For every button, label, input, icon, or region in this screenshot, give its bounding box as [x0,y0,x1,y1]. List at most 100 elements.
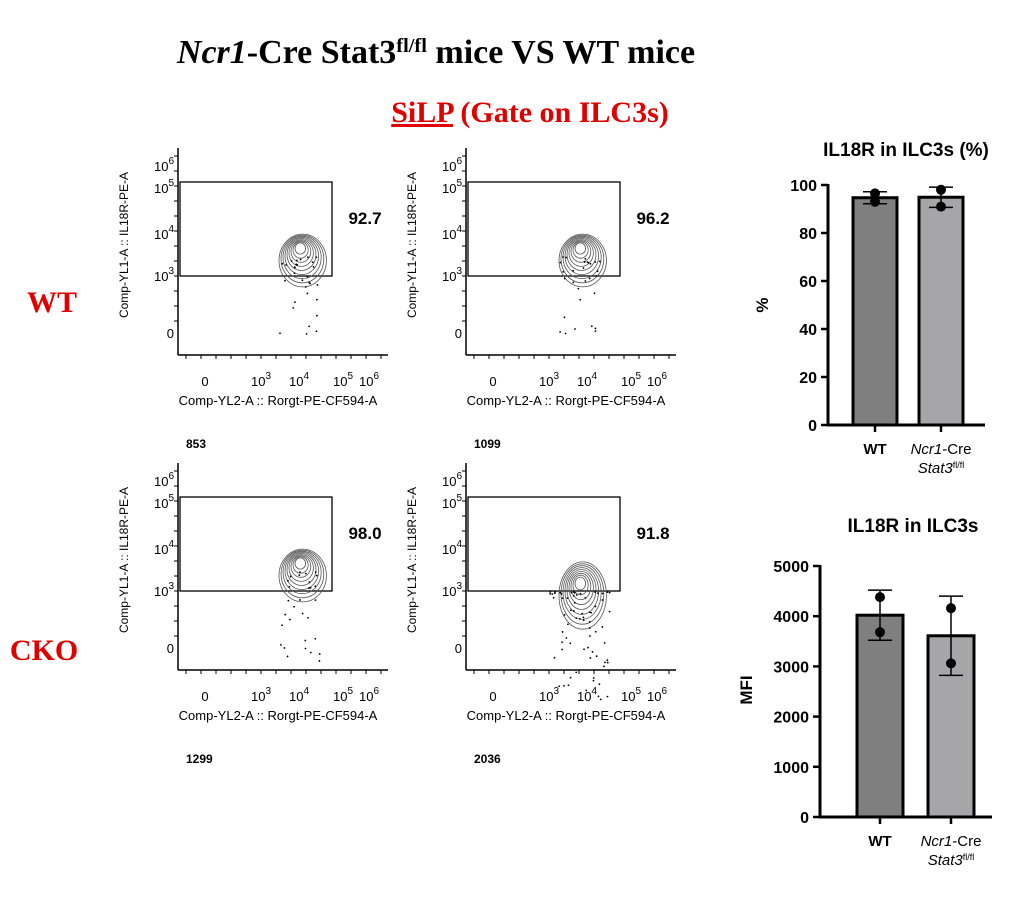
contour [564,236,599,275]
event-dot [563,685,565,687]
tick-base: 0 [455,641,462,656]
text-part: Ncr1 [921,833,953,850]
event-dot [316,298,318,301]
x-tick-label: WT [868,833,891,850]
tick-label: 104 [154,539,174,557]
tick-base: 10 [442,159,456,174]
tick-label: 106 [647,371,667,389]
tick-label: 0 [201,689,208,704]
event-dot [551,593,554,595]
event-dot [597,695,600,698]
event-dot [308,325,311,328]
tick-base: 10 [442,474,456,489]
event-dot [301,279,304,282]
event-dot [314,571,317,574]
event-dot [314,637,317,640]
tick-label: 105 [621,686,641,704]
gate-percent: 96.2 [636,209,669,228]
event-dot [307,616,309,619]
event-dot [589,635,591,637]
contour [292,241,309,259]
text-part: mice VS WT mice [427,34,695,71]
event-dot [578,618,581,620]
event-dot [594,591,596,593]
contour [282,550,322,595]
tick-label: 103 [539,371,559,389]
tick-label: 0 [489,689,496,704]
event-dot [552,596,555,599]
event-dot [312,266,315,268]
bar [855,613,905,819]
y-axis-label: MFI [737,675,756,704]
contour [568,239,594,267]
event-dot [588,627,591,629]
tick-exp: 4 [168,539,174,550]
tick-base: 10 [442,269,456,284]
event-dot [558,685,561,688]
tick-base: 10 [442,542,456,557]
tick-base: 10 [359,374,373,389]
tick-base: 10 [251,374,265,389]
event-dot [553,656,556,659]
text-part: Stat3 [928,852,964,869]
text-part: -Cre [952,833,981,850]
event-dot [563,277,566,280]
tick-exp: 4 [591,371,597,382]
tick-exp: 3 [265,686,271,697]
event-dot [573,601,576,604]
tick-label: 0 [167,641,174,656]
row-label: CKO [10,634,78,667]
event-dot [315,256,318,259]
event-dot [566,597,569,600]
event-dot [594,327,597,330]
text-part: WT [863,441,886,458]
event-dot [294,301,296,304]
event-dot [586,261,589,264]
tick-label: 103 [442,581,462,599]
tick-exp: 5 [635,371,641,382]
event-dot [569,609,572,612]
event-dot [594,630,597,633]
tick-base: 0 [489,374,496,389]
event-dot [588,621,591,623]
tick-base: 10 [577,374,591,389]
tick-label: 105 [621,371,641,389]
event-dot [596,270,599,273]
event-dot [287,579,289,582]
tick-exp: 6 [456,471,462,482]
event-dot [284,279,286,282]
event-dot [582,267,585,269]
contour [280,234,325,284]
event-dot [311,261,314,264]
y-axis-label: Comp-YL1-A :: IL18R-PE-A [117,487,131,633]
event-dot [570,591,573,594]
contour [574,242,587,255]
x-axis-label: Comp-YL2-A :: Rorgt-PE-CF594-A [467,393,666,408]
event-dot [561,648,564,651]
event-dot [279,644,282,646]
event-dot [563,614,566,616]
contour [282,235,322,280]
event-dot [588,277,591,280]
event-dot [295,259,298,262]
y-tick-label: 20 [799,370,817,387]
event-dot [584,280,587,282]
event-dot [601,626,604,628]
event-dot [304,572,307,575]
event-dot [315,330,318,333]
tick-label: 105 [333,371,353,389]
event-dot [572,594,575,597]
data-point [875,627,885,638]
tick-label: 106 [359,371,379,389]
event-dot [293,266,296,269]
event-dot [598,683,601,686]
event-count: 2036 [474,752,501,766]
event-dot [604,661,606,664]
tick-exp: 6 [661,371,667,382]
event-dot [288,585,291,588]
tick-base: 10 [442,227,456,242]
tick-exp: 3 [168,581,174,592]
event-dot [589,657,592,659]
chart-title: IL18R in ILC3s [848,516,979,537]
tick-base: 10 [647,689,661,704]
